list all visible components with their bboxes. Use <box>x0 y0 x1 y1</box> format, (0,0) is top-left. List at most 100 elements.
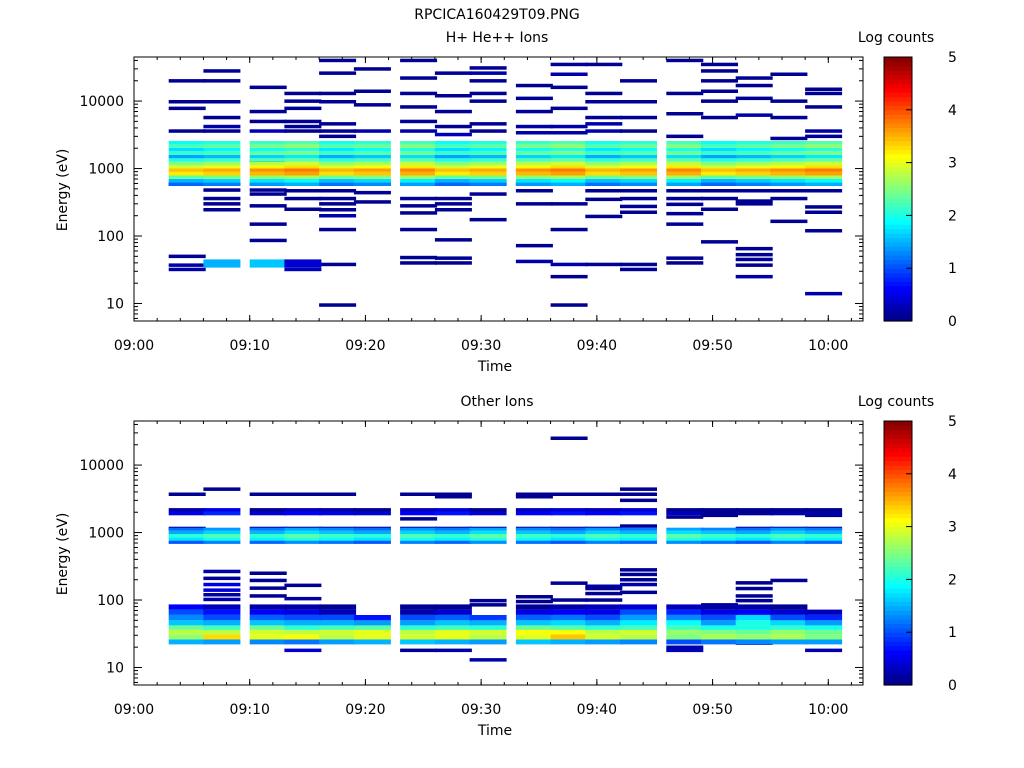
heatmap-cell <box>805 141 843 145</box>
heatmap-cells-h-he-ions <box>168 58 843 307</box>
heatmap-cell <box>284 583 322 588</box>
heatmap-cell <box>353 200 391 204</box>
heatmap-cell <box>284 609 322 615</box>
heatmap-cell <box>284 119 322 124</box>
heatmap-cell <box>735 154 773 159</box>
heatmap-cell <box>550 165 588 169</box>
colorbar-segment <box>884 259 912 265</box>
colorbar-label-other-ions: Log counts <box>858 394 934 410</box>
heatmap-cell <box>585 540 623 544</box>
heatmap-cell <box>701 629 738 635</box>
heatmap-cell <box>805 210 843 214</box>
colorbar-segment <box>884 597 912 602</box>
heatmap-cell <box>249 182 287 186</box>
heatmap-cell <box>284 172 322 176</box>
colorbar-segment <box>884 495 912 501</box>
heatmap-cell <box>284 620 322 626</box>
heatmap-cell <box>585 129 623 133</box>
heatmap-cell <box>284 147 322 152</box>
colorbar-segment <box>884 500 912 506</box>
heatmap-cell <box>249 109 287 114</box>
heatmap-cell <box>735 257 773 262</box>
heatmap-cell <box>666 609 704 615</box>
heatmap-cell <box>666 508 704 512</box>
heatmap-cell <box>400 527 438 531</box>
heatmap-cell <box>319 508 357 512</box>
colorbar-segment <box>884 544 912 550</box>
heatmap-cell <box>805 629 843 635</box>
heatmap-cell <box>620 629 657 635</box>
heatmap-cell <box>400 604 438 610</box>
heatmap-cell <box>168 527 206 531</box>
heatmap-cell <box>585 168 623 172</box>
colorbar-segment <box>884 96 912 102</box>
heatmap-cell <box>620 634 657 640</box>
heatmap-cell <box>434 238 472 242</box>
heatmap-cell <box>469 66 507 70</box>
heatmap-cell <box>735 586 773 591</box>
heatmap-cell <box>319 122 357 126</box>
colorbar-segment <box>884 263 912 269</box>
heatmap-cell <box>168 100 206 104</box>
x-tick-label: 09:20 <box>345 338 385 354</box>
heatmap-cell <box>805 534 843 538</box>
heatmap-cell <box>620 168 657 172</box>
heatmap-cell <box>515 161 553 166</box>
heatmap-cell <box>666 175 704 179</box>
heatmap-cell <box>666 527 704 531</box>
heatmap-cell <box>203 576 241 581</box>
heatmap-cell <box>203 208 241 212</box>
heatmap-cell <box>249 540 287 544</box>
heatmap-cell <box>319 540 357 544</box>
heatmap-cell <box>620 100 657 104</box>
heatmap-cell <box>701 151 738 155</box>
heatmap-cell <box>319 147 357 152</box>
heatmap-cell <box>203 182 241 186</box>
colorbar-segment <box>884 241 912 247</box>
heatmap-cell <box>620 158 657 162</box>
heatmap-cell <box>666 147 704 152</box>
y-tick-label: 10000 <box>79 458 124 474</box>
colorbar-segment <box>884 570 912 576</box>
heatmap-cell <box>770 99 808 103</box>
colorbar-segment <box>884 193 912 199</box>
heatmap-cell <box>249 594 287 598</box>
heatmap-cell <box>515 182 553 186</box>
heatmap-cell <box>284 154 322 159</box>
heatmap-cell <box>284 175 322 179</box>
heatmap-cell <box>469 511 507 516</box>
heatmap-cell <box>666 620 704 626</box>
heatmap-cell <box>701 158 738 162</box>
colorbar-segment <box>884 539 912 545</box>
heatmap-cell <box>666 530 704 534</box>
heatmap-cell <box>434 208 472 212</box>
heatmap-cell <box>666 172 704 176</box>
heatmap-cell <box>550 62 588 67</box>
heatmap-cell <box>515 639 553 645</box>
heatmap-cell <box>284 492 322 496</box>
heatmap-cell <box>203 609 241 615</box>
heatmap-cell <box>168 182 206 186</box>
heatmap-cell <box>400 179 438 183</box>
heatmap-cell <box>203 259 241 268</box>
heatmap-cell <box>666 189 704 193</box>
colorbar-segment <box>884 641 912 646</box>
heatmap-cell <box>701 179 738 183</box>
heatmap-cell <box>735 540 773 544</box>
heatmap-cell <box>469 634 507 640</box>
heatmap-cell <box>550 72 588 76</box>
heatmap-cell <box>168 79 206 83</box>
heatmap-cell <box>249 527 287 531</box>
heatmap-cell <box>585 158 623 162</box>
heatmap-cell <box>469 122 507 126</box>
colorbar-segment <box>884 487 912 492</box>
heatmap-cell <box>319 609 357 615</box>
heatmap-cell <box>284 182 322 186</box>
heatmap-cell <box>666 222 704 226</box>
heatmap-cell <box>550 629 588 635</box>
colorbar-segment <box>884 149 912 155</box>
heatmap-cell <box>353 151 391 155</box>
heatmap-cell <box>284 540 322 544</box>
heatmap-cell <box>353 634 391 640</box>
heatmap-cell <box>666 161 704 166</box>
